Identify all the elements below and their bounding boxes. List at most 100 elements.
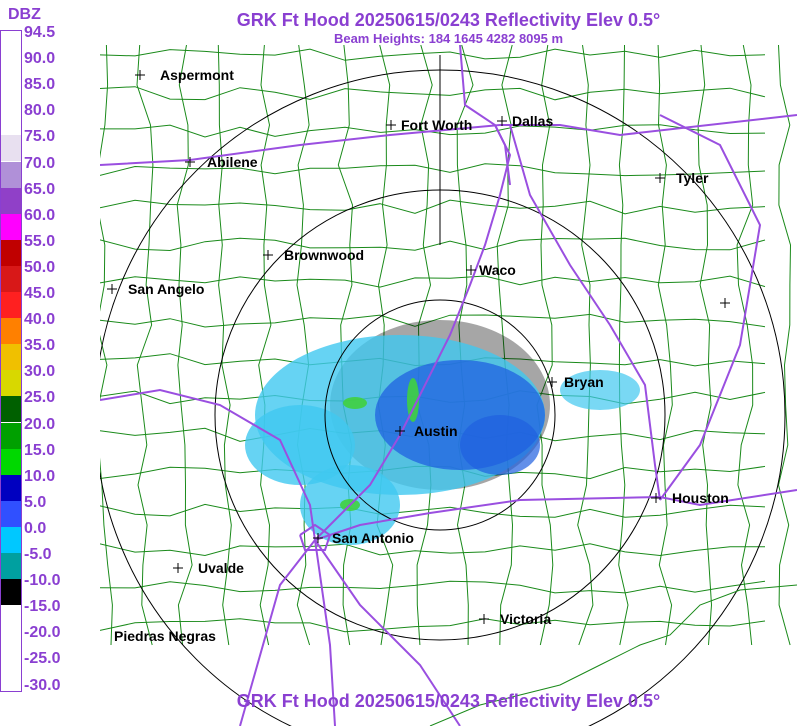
county-line <box>736 45 754 646</box>
legend-swatch <box>1 161 21 188</box>
county-boundaries <box>100 45 792 646</box>
legend-label: 25.0 <box>24 389 56 407</box>
city-marker: Brownwood <box>263 247 364 263</box>
county-line <box>536 45 554 646</box>
legend-swatch <box>1 187 21 214</box>
legend-swatch <box>1 657 21 684</box>
city-label: Aspermont <box>160 67 234 83</box>
legend-label: -20.0 <box>24 624 61 642</box>
city-label: Austin <box>414 423 458 439</box>
county-line <box>100 48 766 61</box>
county-line <box>618 45 629 646</box>
legend-label: 20.0 <box>24 415 56 433</box>
legend-swatch <box>1 631 21 658</box>
highway-i10 <box>100 388 797 542</box>
legend-label: 70.0 <box>24 154 56 172</box>
legend: DBZ 94.5 90.0 85.0 80.0 75.0 70.0 65.0 60.0 55.0… <box>0 0 100 726</box>
legend-swatch <box>1 135 21 162</box>
legend-label: 40.0 <box>24 311 56 329</box>
legend-swatch <box>1 422 21 449</box>
legend-swatch <box>1 57 21 84</box>
county-line <box>100 237 766 252</box>
legend-label: 0.0 <box>24 519 47 537</box>
legend-swatch <box>1 553 21 580</box>
legend-label: 45.0 <box>24 285 56 302</box>
highway-i45 <box>509 124 661 501</box>
cities: Aspermont Fort Worth Dallas Abilene Tyler Bro… <box>107 67 730 644</box>
legend-label: -15.0 <box>24 598 61 616</box>
city-label: San Angelo <box>128 281 205 297</box>
city-marker: Victoria <box>479 611 551 627</box>
city-label: San Antonio <box>332 530 414 546</box>
reflectivity-echoes <box>245 320 640 545</box>
echo-region <box>343 397 367 409</box>
county-line <box>657 45 673 646</box>
legend-label: -5.0 <box>24 546 52 563</box>
legend-swatch <box>1 292 21 319</box>
highway-sa-loop <box>299 523 332 551</box>
highway-us59 <box>659 114 762 501</box>
legend-swatch <box>1 239 21 266</box>
legend-label: 35.0 <box>24 337 56 355</box>
city-label: Waco <box>479 262 516 278</box>
city-label: Houston <box>672 490 729 506</box>
echo-region <box>245 405 355 485</box>
legend-swatch <box>1 213 21 240</box>
echo-region <box>560 370 640 410</box>
county-line <box>577 45 594 646</box>
city-marker: Houston <box>651 490 729 506</box>
legend-swatch <box>1 605 21 632</box>
legend-label: 75.0 <box>24 128 56 146</box>
city-marker: Waco <box>466 262 516 278</box>
legend-swatch <box>1 31 21 58</box>
legend-swatch <box>1 109 21 136</box>
county-line <box>777 45 792 646</box>
legend-swatch <box>1 318 21 345</box>
legend-swatch <box>1 500 21 527</box>
legend-label: -25.0 <box>24 650 61 668</box>
legend-label: 90.0 <box>24 50 56 68</box>
legend-swatch <box>1 265 21 292</box>
page-title: GRK Ft Hood 20250615/0243 Reflectivity E… <box>236 10 661 30</box>
county-line <box>496 45 514 646</box>
legend-swatch <box>1 370 21 397</box>
county-line <box>100 543 765 557</box>
highway-south <box>314 539 336 726</box>
city-marker: Dallas <box>497 113 553 129</box>
legend-swatch <box>1 683 21 691</box>
county-line <box>217 45 232 646</box>
county-line <box>136 45 154 646</box>
city-marker: Piedras Negras <box>114 628 216 644</box>
county-line <box>100 313 766 328</box>
city-marker: San Antonio <box>313 530 414 546</box>
county-line <box>100 618 766 633</box>
echo-region <box>407 378 419 422</box>
radar-map: Aspermont Fort Worth Dallas Abilene Tyler Bro… <box>100 45 797 726</box>
legend-label: 30.0 <box>24 363 56 381</box>
header: GRK Ft Hood 20250615/0243 Reflectivity E… <box>100 0 797 46</box>
coastline-line <box>429 584 797 726</box>
city-label: Bryan <box>564 374 604 390</box>
city-label: Dallas <box>512 113 553 129</box>
legend-swatch <box>1 579 21 606</box>
legend-title: DBZ <box>8 6 41 23</box>
beam-heights: Beam Heights: 184 1645 4282 8095 m <box>333 31 564 46</box>
county-line <box>697 45 713 646</box>
footer-title: GRK Ft Hood 20250615/0243 Reflectivity E… <box>236 691 661 711</box>
county-line <box>100 163 766 177</box>
legend-swatch <box>1 526 21 553</box>
legend-label: -10.0 <box>24 572 61 590</box>
county-line <box>100 580 766 594</box>
legend-label: 65.0 <box>24 180 56 198</box>
legend-label: 80.0 <box>24 102 56 120</box>
city-marker: San Angelo <box>107 281 205 297</box>
highway-i35e <box>494 124 511 186</box>
highways <box>100 45 797 726</box>
county-line <box>176 45 193 646</box>
range-ring-inner <box>324 299 556 531</box>
legend-swatch <box>1 474 21 501</box>
city-label: Brownwood <box>284 247 364 263</box>
legend-swatch <box>1 448 21 475</box>
county-line <box>100 503 766 518</box>
city-marker: Austin <box>395 423 458 439</box>
